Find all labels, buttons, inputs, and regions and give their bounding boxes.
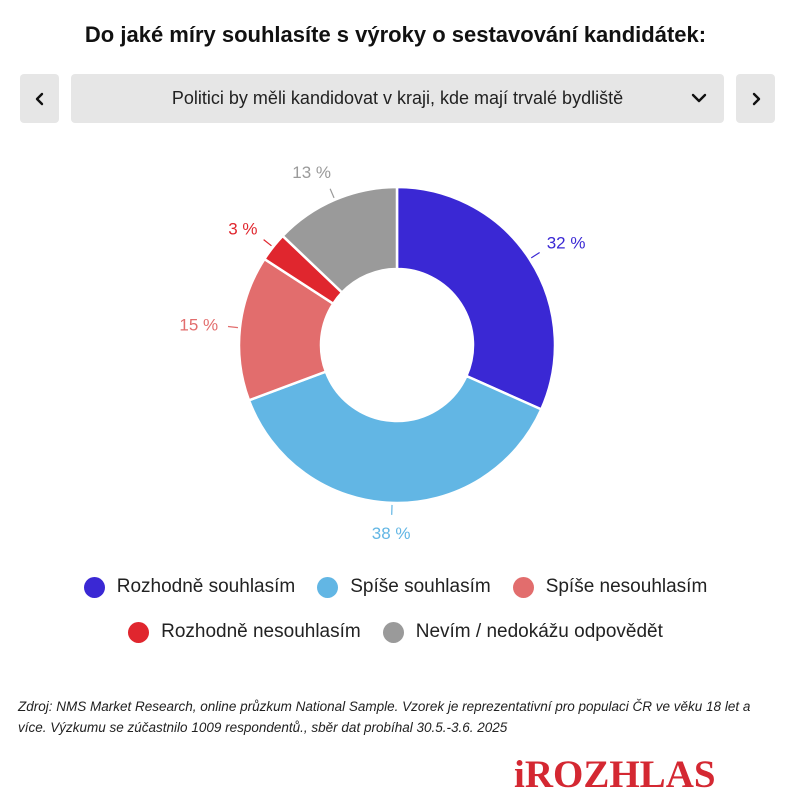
- label-connector: [227, 325, 239, 329]
- legend-item[interactable]: Spíše nesouhlasím: [512, 576, 708, 598]
- legend-item[interactable]: Rozhodně nesouhlasím: [128, 621, 361, 643]
- irozhlas-logo[interactable]: iROZHLAS: [514, 753, 716, 796]
- chevron-down-icon: [691, 93, 707, 103]
- source-footnote: Zdroj: NMS Market Research, online průzk…: [18, 699, 751, 735]
- legend-label: Nevím / nedokážu odpovědět: [415, 621, 663, 642]
- label-connector: [263, 239, 272, 247]
- legend-label: Rozhodně souhlasím: [116, 576, 296, 597]
- label-connector: [530, 251, 540, 259]
- legend-item[interactable]: Rozhodně souhlasím: [83, 576, 296, 598]
- slice-data-label: 32 %: [547, 234, 586, 253]
- legend-swatch: [512, 576, 534, 598]
- next-button[interactable]: [736, 74, 775, 123]
- slice-data-label: 3 %: [228, 219, 257, 238]
- legend-label: Rozhodně nesouhlasím: [161, 621, 361, 642]
- chart-title: Do jaké míry souhlasíte s výroky o sesta…: [84, 22, 707, 47]
- donut-slice[interactable]: [237, 257, 335, 402]
- legend-label: Spíše nesouhlasím: [545, 576, 708, 597]
- legend-row-1: Rozhodně souhlasím Spíše souhlasím Spíše…: [0, 576, 791, 598]
- donut-slice[interactable]: [395, 185, 557, 412]
- statement-select-value: Politici by měli kandidovat v kraji, kde…: [171, 88, 624, 108]
- legend-swatch: [128, 621, 150, 643]
- chevron-right-icon: [752, 92, 760, 105]
- previous-button[interactable]: [20, 74, 59, 123]
- label-connector: [329, 188, 335, 199]
- statement-select[interactable]: Politici by měli kandidovat v kraji, kde…: [71, 74, 724, 123]
- legend-row-2: Rozhodně nesouhlasím Nevím / nedokážu od…: [0, 621, 791, 643]
- donut-chart: 32 % 38 % 15 % 3 % 13 %: [179, 163, 586, 543]
- slice-data-label: 15 %: [179, 316, 218, 335]
- legend-item[interactable]: Nevím / nedokážu odpovědět: [382, 621, 663, 643]
- slice-data-label: 38 %: [372, 524, 411, 543]
- legend-swatch: [382, 621, 404, 643]
- legend-swatch: [317, 576, 339, 598]
- slice-data-label: 13 %: [292, 163, 331, 182]
- legend-swatch: [83, 576, 105, 598]
- legend-label: Spíše souhlasím: [350, 576, 491, 597]
- chevron-left-icon: [35, 92, 43, 105]
- donut-slice[interactable]: [280, 185, 399, 295]
- donut-slice[interactable]: [247, 370, 543, 505]
- legend-item[interactable]: Spíše souhlasím: [317, 576, 491, 598]
